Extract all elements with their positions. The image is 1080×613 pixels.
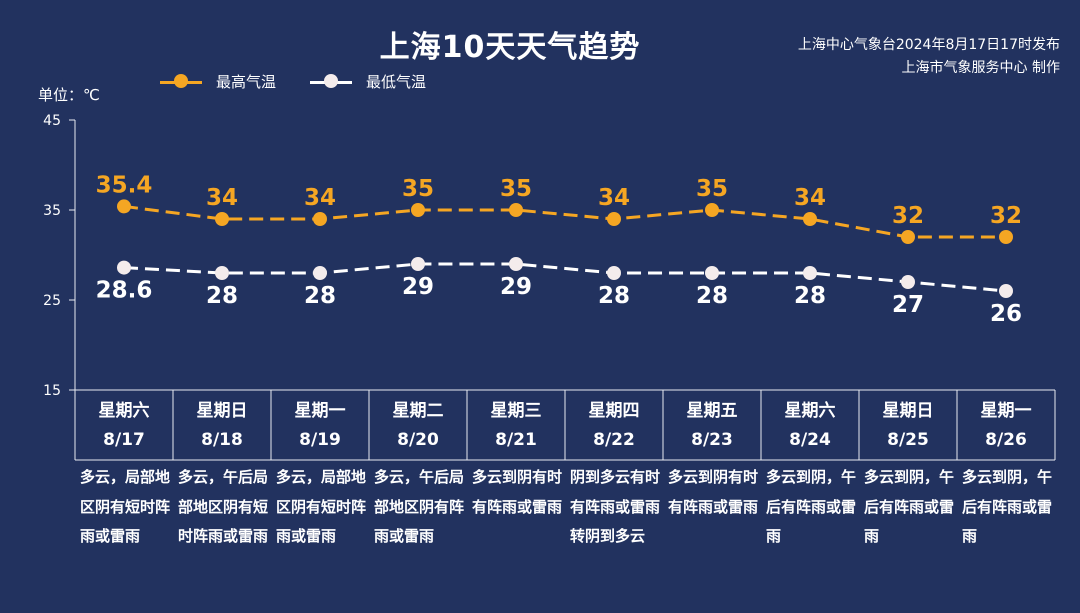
weather-description: 多云到阴，午后有阵雨或雷雨	[864, 468, 955, 545]
weather-description: 多云到阴，午后有阵雨或雷雨	[962, 468, 1053, 545]
date-label: 8/19	[299, 430, 341, 450]
weather-description: 阴到多云有时有阵雨或雷雨转阴到多云	[570, 468, 661, 545]
high-temp-point	[803, 212, 817, 226]
legend-marker-high	[174, 74, 188, 88]
weather-description: 多云，局部地区阴有短时阵雨或雷雨	[276, 468, 367, 545]
day-column: 星期日 8/18	[173, 391, 271, 461]
legend-marker-low	[324, 74, 338, 88]
high-temp-point	[999, 230, 1013, 244]
weather-description: 多云到阴有时有阵雨或雷雨	[472, 468, 563, 516]
low-temp-label: 28	[206, 283, 238, 309]
high-temp-point	[509, 203, 523, 217]
low-temp-point	[117, 260, 131, 275]
weather-description: 多云到阴，午后有阵雨或雷雨	[766, 468, 857, 545]
high-temp-label: 34	[304, 185, 336, 211]
low-temp-label: 28	[794, 283, 826, 309]
low-temp-point	[313, 266, 327, 280]
weekday-label: 星期二	[392, 401, 444, 421]
low-temp-point	[999, 284, 1013, 298]
day-column: 星期六 8/24	[761, 391, 859, 461]
legend-label-high: 最高气温	[216, 73, 277, 91]
date-label: 8/24	[789, 430, 831, 450]
high-temp-point	[215, 212, 229, 226]
high-temp-point	[313, 212, 327, 226]
day-column: 星期一 8/19	[271, 391, 369, 461]
high-temp-label: 35.4	[96, 172, 153, 198]
day-column: 星期二 8/20	[369, 391, 467, 461]
date-label: 8/18	[201, 430, 243, 450]
high-temp-label: 32	[990, 203, 1022, 229]
low-temp-point	[803, 266, 817, 280]
high-temp-label: 32	[892, 203, 924, 229]
high-temp-point	[411, 203, 425, 217]
day-column: 星期六 8/17	[75, 391, 173, 461]
date-label: 8/22	[593, 430, 635, 450]
weekday-label: 星期三	[490, 401, 542, 421]
date-label: 8/21	[495, 430, 537, 450]
weekday-label: 星期四	[588, 401, 640, 421]
y-tick-label: 45	[43, 113, 61, 129]
weekday-label: 星期一	[980, 401, 1032, 421]
low-temp-label: 28	[598, 283, 630, 309]
high-temp-point	[705, 203, 719, 217]
weekday-label: 星期一	[294, 401, 346, 421]
high-temp-line	[123, 204, 1006, 239]
low-temp-point	[509, 257, 523, 271]
y-tick-label: 15	[43, 383, 61, 399]
low-temp-point	[215, 266, 229, 280]
low-temp-point	[705, 266, 719, 280]
day-column: 星期四 8/22	[565, 391, 663, 461]
source-producer: 上海市气象服务中心 制作	[901, 60, 1060, 76]
legend-label-low: 最低气温	[366, 73, 427, 91]
high-temp-point	[901, 230, 915, 244]
unit-label: 单位：℃	[38, 86, 100, 104]
high-temp-label: 34	[794, 185, 826, 211]
day-column: 星期三 8/21	[467, 391, 565, 461]
low-temp-line	[123, 262, 1007, 293]
high-temp-label: 35	[500, 176, 532, 202]
low-temp-label: 29	[402, 274, 434, 300]
source-info: 上海中心气象台2024年8月17日17时发布 上海市气象服务中心 制作	[798, 34, 1060, 80]
low-temp-label: 28	[304, 283, 336, 309]
high-temp-label: 35	[696, 176, 728, 202]
low-temp-label: 27	[892, 292, 924, 318]
date-label: 8/26	[985, 430, 1027, 450]
weekday-label: 星期日	[196, 401, 248, 421]
date-label: 8/20	[397, 430, 439, 450]
y-tick-label: 25	[43, 293, 61, 309]
date-label: 8/23	[691, 430, 733, 450]
low-temp-label: 28	[696, 283, 728, 309]
low-temp-label: 29	[500, 274, 532, 300]
high-temp-label: 34	[206, 185, 238, 211]
high-temp-point	[607, 212, 621, 226]
date-label: 8/17	[103, 430, 145, 450]
weekday-label: 星期日	[882, 401, 934, 421]
source-issuer: 上海中心气象台2024年8月17日17时发布	[797, 37, 1060, 53]
date-label: 8/25	[887, 430, 929, 450]
weather-description: 多云到阴有时有阵雨或雷雨	[668, 468, 759, 516]
weather-description: 多云，午后局部地区阴有短时阵雨或雷雨	[178, 468, 269, 545]
weather-description: 多云，午后局部地区阴有阵雨或雷雨	[374, 468, 465, 545]
high-temp-label: 34	[598, 185, 630, 211]
high-temp-point	[117, 199, 131, 214]
high-temp-label: 35	[402, 176, 434, 202]
low-temp-point	[607, 266, 621, 280]
weather-description: 多云，局部地区阴有短时阵雨或雷雨	[80, 468, 171, 545]
day-column: 星期五 8/23	[663, 391, 761, 461]
y-tick-label: 35	[43, 203, 61, 219]
low-temp-point	[411, 257, 425, 271]
low-temp-label: 28.6	[96, 278, 153, 304]
day-column: 星期日 8/25	[859, 391, 957, 461]
weekday-label: 星期六	[784, 401, 836, 421]
low-temp-label: 26	[990, 301, 1022, 327]
low-temp-point	[901, 275, 915, 289]
chart-title: 上海10天天气趋势	[379, 30, 641, 65]
weekday-label: 星期五	[686, 401, 738, 421]
weekday-label: 星期六	[98, 401, 150, 421]
day-column: 星期一 8/26	[957, 391, 1055, 461]
